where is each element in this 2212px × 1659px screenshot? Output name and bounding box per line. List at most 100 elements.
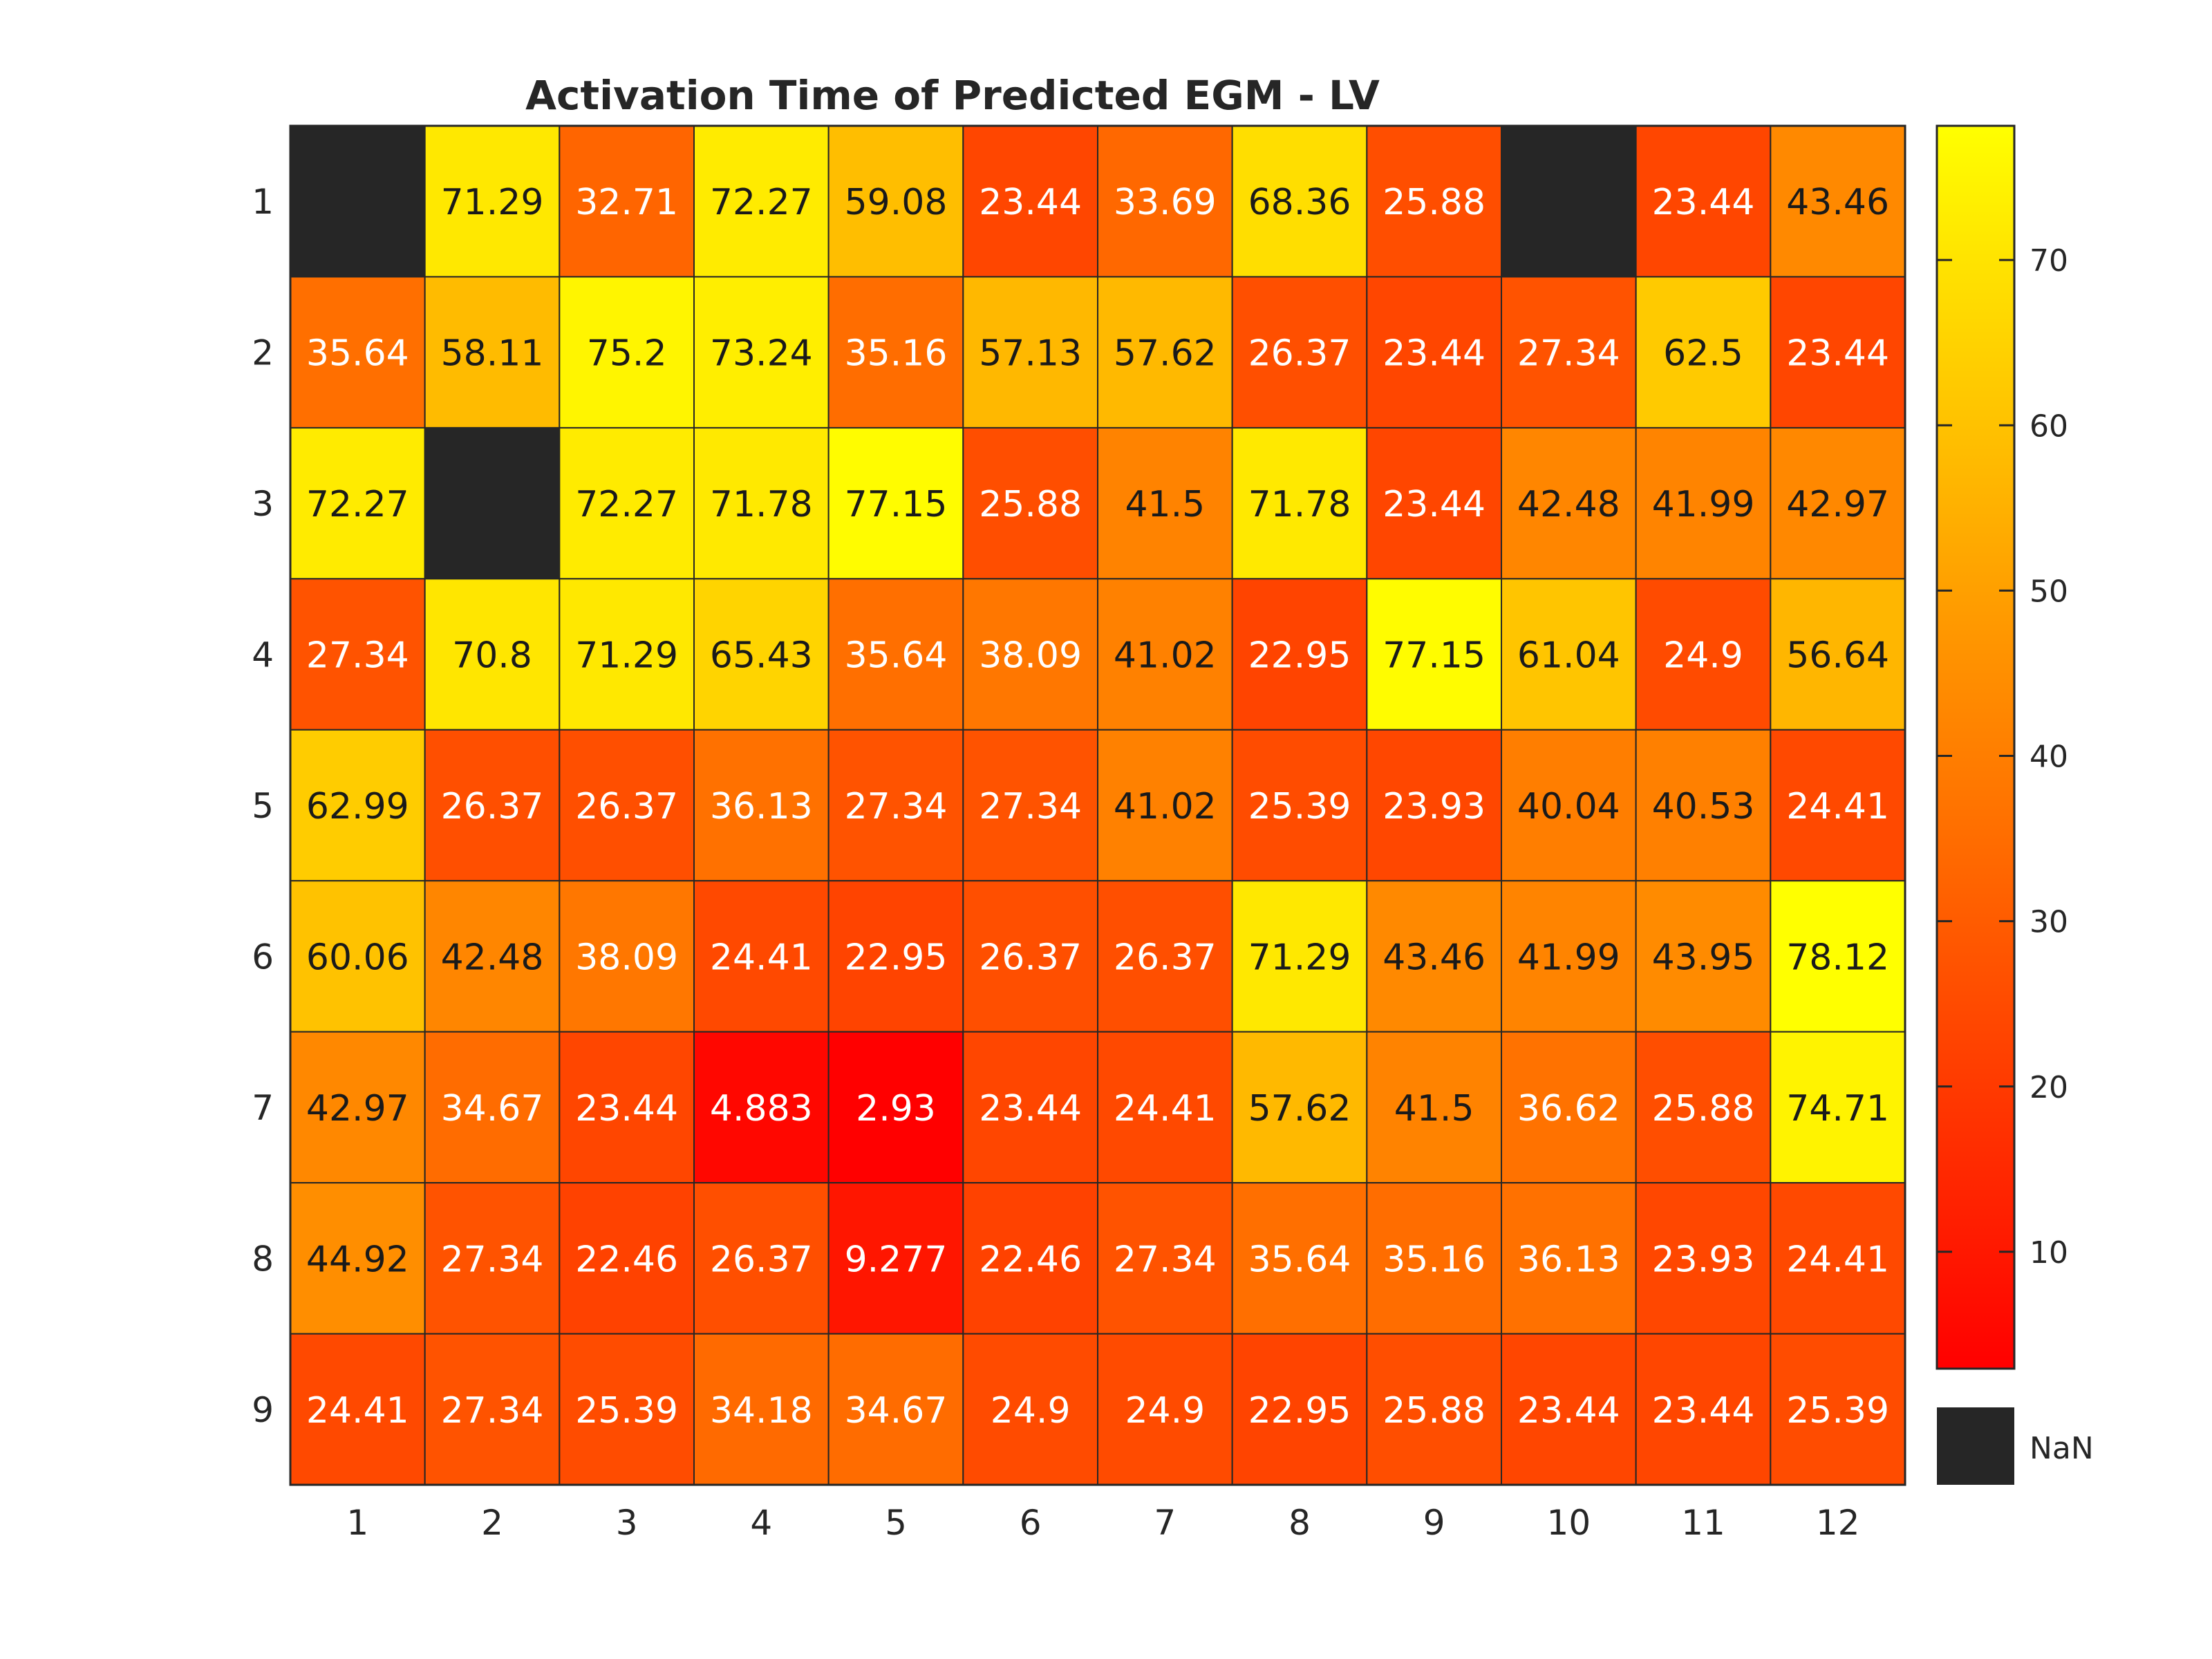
x-tick-label: 7 [1154, 1503, 1176, 1543]
heatmap-cell [559, 1333, 695, 1485]
heatmap-cell-label: 38.09 [575, 937, 678, 978]
heatmap-cell [1501, 1031, 1637, 1184]
y-tick-label: 4 [252, 635, 274, 675]
heatmap-cell [962, 1031, 1099, 1184]
colorbar-tick-label: 10 [2030, 1235, 2068, 1271]
heatmap-cell-label: 23.44 [1382, 333, 1485, 375]
heatmap-cell-label: 35.16 [845, 333, 948, 375]
heatmap-cell [559, 276, 695, 429]
heatmap-cell-label: 24.41 [710, 937, 813, 978]
heatmap-cell-label: 73.24 [710, 333, 813, 375]
heatmap-cell [1231, 578, 1368, 731]
heatmap-cell [827, 578, 964, 731]
heatmap-cell [559, 125, 695, 278]
heatmap-cell [1366, 125, 1503, 278]
heatmap-cell [290, 427, 426, 580]
heatmap-cell [424, 1031, 561, 1184]
heatmap-cell-label: 23.44 [1652, 182, 1755, 223]
heatmap-cell [693, 276, 830, 429]
heatmap-cell-label: 43.46 [1382, 937, 1485, 978]
heatmap-cell-label: 42.97 [306, 1088, 409, 1130]
heatmap-cell [1366, 427, 1503, 580]
heatmap-cell [1501, 729, 1637, 882]
heatmap-cell-label: 25.88 [1382, 182, 1485, 223]
heatmap-cell [1097, 125, 1233, 278]
heatmap-cell-label: 62.99 [306, 786, 409, 827]
heatmap-cell [1635, 427, 1772, 580]
y-tick-label: 5 [252, 786, 274, 826]
heatmap-cell-label: 26.37 [575, 786, 678, 827]
heatmap-cell-label: 27.34 [1517, 333, 1620, 375]
heatmap-cell [693, 125, 830, 278]
x-tick-label: 1 [346, 1503, 368, 1543]
heatmap-cell-label: 72.27 [306, 484, 409, 525]
x-tick-label: 9 [1423, 1503, 1445, 1543]
heatmap-cell-label: 25.88 [1382, 1390, 1485, 1432]
x-tick-label: 6 [1020, 1503, 1042, 1543]
heatmap-cell-label: 23.44 [575, 1088, 678, 1130]
heatmap-cell-label: 27.34 [845, 786, 948, 827]
heatmap-cell-label: 70.8 [452, 635, 532, 677]
heatmap-cell [962, 578, 1099, 731]
chart-title: Activation Time of Predicted EGM - LV [525, 72, 1380, 119]
heatmap-cell [1097, 276, 1233, 429]
heatmap-cell [1231, 729, 1368, 882]
heatmap-cell-label: 68.36 [1248, 182, 1351, 223]
x-axis-tick-labels: 1 2 3 4 5 6 7 8 9 10 11 12 [346, 1503, 1859, 1543]
heatmap-cell-label: 23.44 [1382, 484, 1485, 525]
heatmap-cell-label: 26.37 [979, 937, 1082, 978]
colorbar [1936, 124, 2016, 1370]
heatmap-cell [1635, 578, 1772, 731]
heatmap-cell-label: 4.883 [710, 1088, 813, 1130]
heatmap-cell [1770, 276, 1906, 429]
heatmap-cell [559, 1031, 695, 1184]
heatmap-cell-label: 24.41 [1786, 1239, 1889, 1280]
heatmap-cell [559, 880, 695, 1033]
heatmap-cell-label: 24.9 [1663, 635, 1743, 677]
heatmap-cell-label: 22.95 [1248, 635, 1351, 677]
heatmap-cell-label: 23.44 [1786, 333, 1889, 375]
heatmap-cell-label: 40.04 [1517, 786, 1620, 827]
heatmap-cell-label: 75.2 [587, 333, 667, 375]
y-tick-label: 3 [252, 484, 274, 524]
colorbar-tick-label: 20 [2030, 1070, 2068, 1105]
heatmap-cell [1501, 880, 1637, 1033]
heatmap-cell [827, 427, 964, 580]
heatmap-cell [1366, 578, 1503, 731]
heatmap-cells [290, 125, 1906, 1485]
heatmap-cell-label: 23.44 [979, 182, 1082, 223]
heatmap-cell [1770, 729, 1906, 882]
heatmap-cell [1635, 276, 1772, 429]
heatmap-cell [1231, 1182, 1368, 1335]
colorbar-tick-label: 60 [2030, 409, 2068, 444]
heatmap-cell [290, 1182, 426, 1335]
heatmap-cell-label: 24.9 [1125, 1390, 1205, 1432]
heatmap-cell-label: 25.39 [1786, 1390, 1889, 1432]
heatmap-cell [424, 578, 561, 731]
heatmap-cell [693, 1031, 830, 1184]
heatmap-cell [424, 276, 561, 429]
heatmap-cell-label: 71.29 [441, 182, 544, 223]
heatmap-cell [827, 276, 964, 429]
colorbar-tick-label: 70 [2030, 243, 2068, 279]
heatmap-cell-label: 23.44 [1652, 1390, 1755, 1432]
heatmap-cell-label: 74.71 [1786, 1088, 1889, 1130]
heatmap-cell-label: 25.88 [979, 484, 1082, 525]
nan-legend-swatch [1937, 1407, 2014, 1485]
heatmap-cell-label: 22.95 [845, 937, 948, 978]
heatmap-cell [1501, 578, 1637, 731]
heatmap-cell [424, 1182, 561, 1335]
heatmap-cell-label: 22.46 [979, 1239, 1082, 1280]
heatmap-cell-nan [424, 427, 561, 580]
heatmap-cell [962, 729, 1099, 882]
heatmap-cell-label: 71.29 [575, 635, 678, 677]
heatmap-cell [1231, 1031, 1368, 1184]
heatmap-cell [424, 729, 561, 882]
heatmap-cell [424, 880, 561, 1033]
heatmap-cell-label: 60.06 [306, 937, 409, 978]
heatmap-cell-label: 41.02 [1114, 786, 1217, 827]
heatmap-cell [1097, 880, 1233, 1033]
x-tick-label: 12 [1816, 1503, 1860, 1543]
heatmap-cell [1366, 880, 1503, 1033]
heatmap-cell [1770, 125, 1906, 278]
